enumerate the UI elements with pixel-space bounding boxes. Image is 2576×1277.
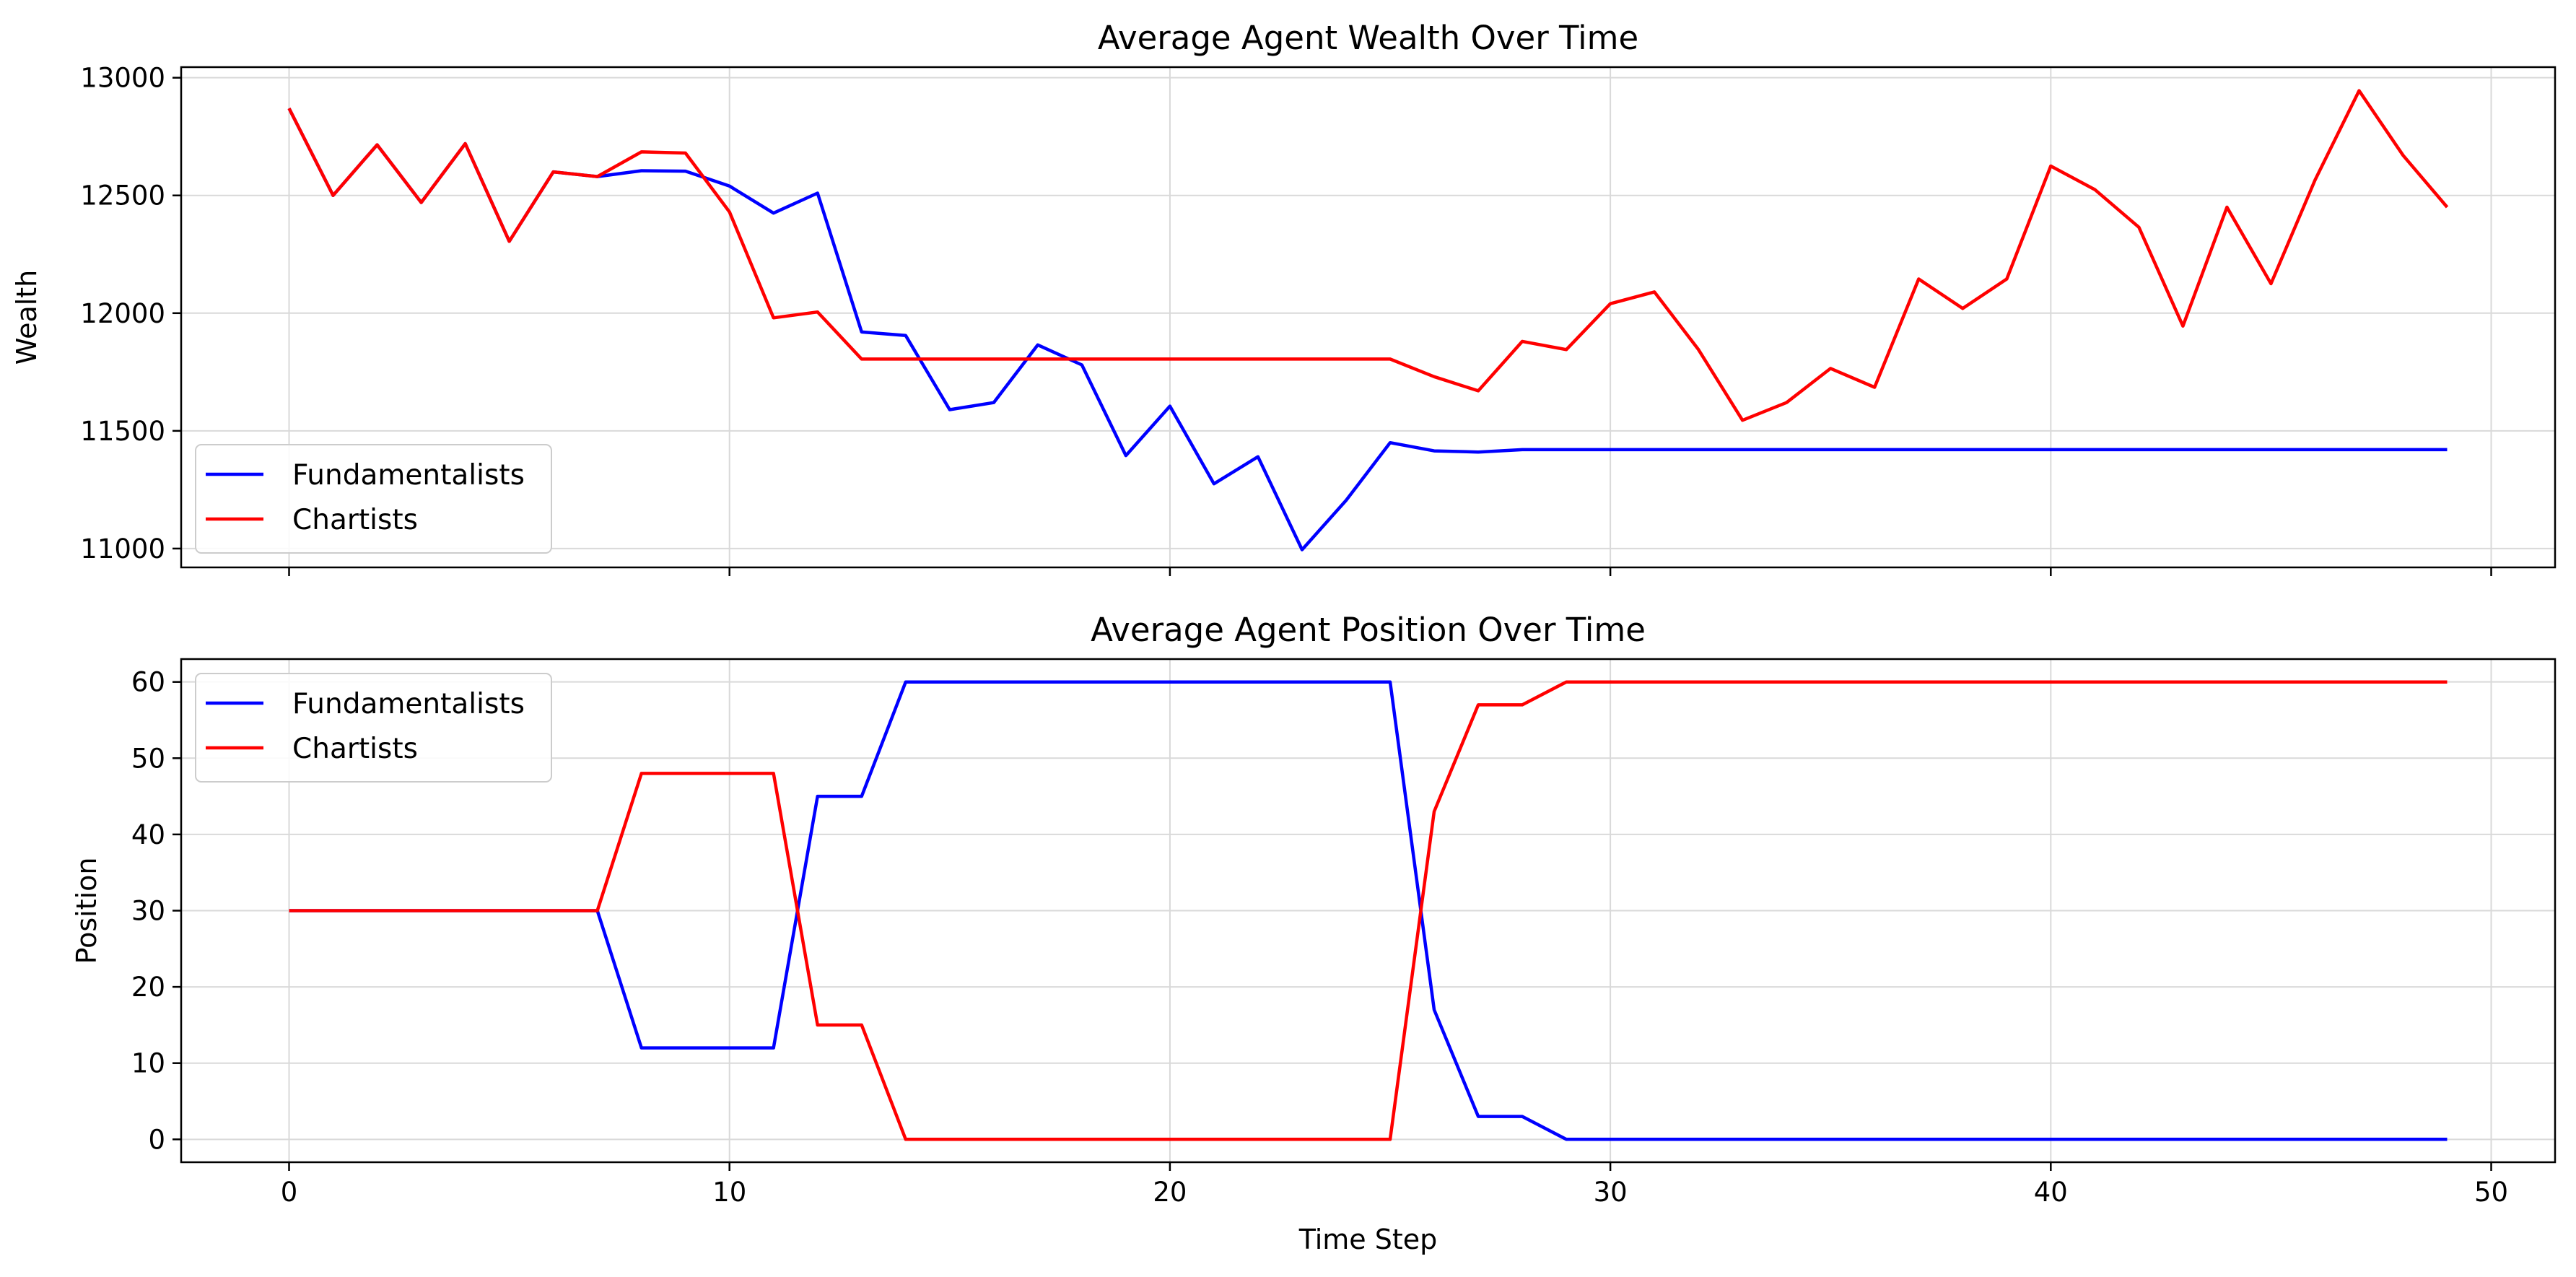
series-line-fundamentalists (287, 108, 2448, 552)
plot-frame (180, 658, 2557, 1164)
y-tick-label: 50 (131, 743, 165, 774)
y-tick-label: 12500 (80, 180, 165, 212)
y-tick-label: 11000 (80, 533, 165, 565)
legend-label-chartists: Chartists (292, 504, 418, 536)
chart-position: 0 10 20 30 40 50 0 10 20 30 40 50 60 Average Agent Po… (71, 611, 2557, 1255)
y-tick-label: 11500 (80, 416, 165, 447)
legend-label-chartists: Chartists (292, 733, 418, 765)
y-tick-label: 40 (131, 819, 165, 850)
legend-box (195, 673, 552, 783)
chart-title: Average Agent Wealth Over Time (1098, 19, 1638, 57)
y-axis-label: Wealth (11, 270, 43, 365)
legend: Fundamentalists Chartists (195, 444, 552, 554)
x-axis-label: Time Step (1298, 1224, 1438, 1255)
y-tick-label: 12000 (80, 298, 165, 329)
legend-label-fundamentalists: Fundamentalists (292, 459, 525, 492)
chart-title: Average Agent Position Over Time (1091, 611, 1646, 649)
x-tick-label: 0 (281, 1177, 298, 1208)
x-tick-label: 30 (1594, 1177, 1628, 1208)
series-line-chartists (289, 680, 2448, 1141)
x-tick-label: 50 (2474, 1177, 2508, 1208)
y-axis-label: Position (71, 858, 102, 964)
y-tick-label: 30 (131, 896, 165, 927)
chart-wealth: 11000 11500 12000 12500 13000 Average Agent W… (11, 19, 2557, 576)
y-tick-label: 10 (131, 1048, 165, 1079)
x-tick-label: 20 (1153, 1177, 1187, 1208)
y-tick-label: 13000 (80, 63, 165, 94)
x-tick-label: 40 (2034, 1177, 2068, 1208)
y-tick-label: 0 (148, 1124, 165, 1155)
y-tick-label: 20 (131, 972, 165, 1003)
series-line-fundamentalists (289, 680, 2448, 1141)
legend-label-fundamentalists: Fundamentalists (292, 688, 525, 720)
plot-frame (180, 66, 2557, 569)
series-line-chartists (287, 89, 2449, 422)
y-tick-label: 60 (131, 667, 165, 698)
legend-box (195, 444, 552, 554)
x-tick-label: 10 (712, 1177, 746, 1208)
legend: Fundamentalists Chartists (195, 673, 552, 783)
